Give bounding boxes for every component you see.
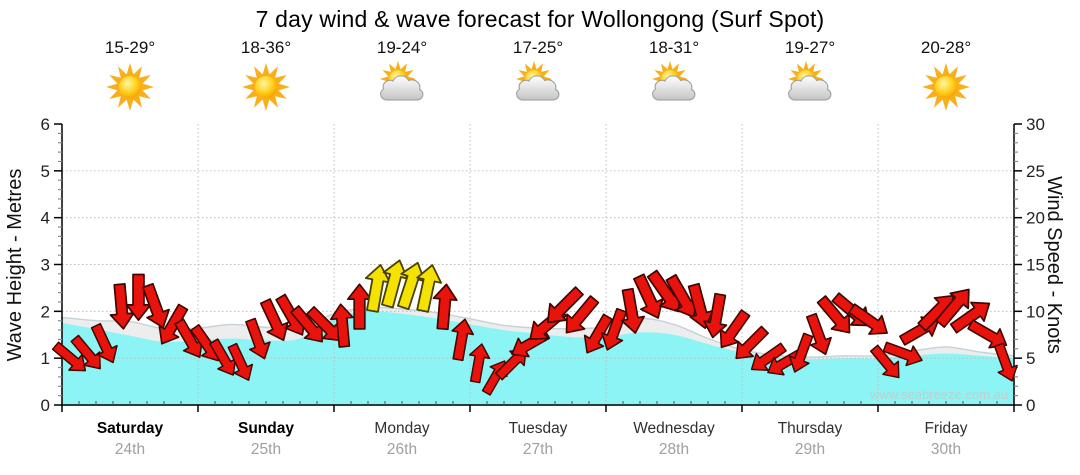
wind-arrow: [848, 303, 888, 335]
wind-arrow: [967, 319, 1008, 349]
sun-cloud-icon: [742, 60, 878, 117]
day-footer-wednesday: Wednesday 28th: [606, 420, 742, 459]
day-header-tuesday: 17-25°: [470, 38, 606, 117]
wind-arrow: [703, 292, 728, 339]
day-footer-tuesday: Tuesday 27th: [470, 420, 606, 459]
day-footer-sunday: Sunday 25th: [198, 420, 334, 459]
left-axis-tick-label: 4: [41, 209, 50, 228]
left-axis-tick-label: 2: [41, 302, 50, 321]
day-name: Wednesday: [633, 420, 715, 437]
wind-arrow: [227, 342, 254, 382]
wind-arrow: [468, 343, 491, 384]
wind-arrow: [735, 325, 769, 360]
day-temp-range: 20-28°: [920, 38, 972, 57]
day-header-sunday: 18-36°: [198, 38, 334, 117]
left-axis-tick-label: 5: [41, 162, 50, 181]
wind-arrow: [259, 298, 289, 342]
day-header-thursday: 19-27°: [742, 38, 878, 117]
day-name: Saturday: [96, 420, 164, 437]
day-date: 25th: [250, 441, 282, 458]
left-axis-tick-label: 0: [41, 396, 50, 415]
right-axis-tick-label: 30: [1026, 115, 1045, 134]
wind-arrow: [546, 286, 584, 324]
day-temp-range: 18-36°: [240, 38, 292, 57]
day-name: Monday: [374, 420, 430, 437]
sun-icon: [878, 60, 1014, 117]
sun-cloud-icon: [606, 60, 742, 117]
day-date: 24th: [114, 441, 146, 458]
wind-arrow: [245, 317, 271, 360]
sun-cloud-icon: [470, 60, 606, 117]
wind-arrow: [158, 303, 189, 345]
sun-icon: [62, 60, 198, 117]
day-date: 29th: [794, 441, 826, 458]
right-axis-tick-label: 5: [1026, 349, 1035, 368]
page-title: 7 day wind & wave forecast for Wollongon…: [255, 6, 825, 32]
left-axis-tick-label: 1: [41, 349, 50, 368]
wind-arrow: [329, 303, 354, 348]
day-date: 27th: [522, 441, 554, 458]
sun-icon: [198, 60, 334, 117]
day-footer-saturday: Saturday 24th: [62, 420, 198, 459]
wind-arrow: [583, 313, 613, 354]
axes: 0 1 2 3 4 5 6 0 5 10 15 20 25 30: [41, 115, 1045, 415]
left-axis-label: Wave Height - Metres: [4, 168, 26, 362]
day-footer-friday: Friday 30th: [878, 420, 1014, 459]
day-header-wednesday: 18-31°: [606, 38, 742, 117]
day-date: 28th: [658, 441, 690, 458]
wind-arrow: [142, 282, 170, 329]
right-axis-tick-label: 20: [1026, 209, 1045, 228]
wind-arrow: [90, 322, 118, 364]
wind-arrow: [935, 288, 970, 328]
day-date: 26th: [386, 441, 418, 458]
wind-arrow: [565, 295, 600, 334]
day-header-monday: 19-24°: [334, 38, 470, 117]
wind-arrow: [882, 341, 923, 367]
day-temp-range: 15-29°: [104, 38, 156, 57]
wind-arrow: [600, 307, 628, 351]
wind-arrow: [416, 264, 442, 313]
right-axis-tick-label: 25: [1026, 162, 1045, 181]
wind-arrow: [869, 344, 900, 379]
sun-cloud-icon: [334, 60, 470, 117]
watermark: www.seabreeze.com.au: [869, 387, 1008, 402]
right-axis-label: Wind Speed - Knots: [1043, 176, 1065, 354]
wind-arrow: [788, 332, 814, 373]
wind-arrow: [993, 342, 1018, 382]
gridlines: [62, 124, 1014, 405]
wind-arrow: [70, 334, 101, 370]
day-temp-range: 19-24°: [376, 38, 428, 57]
left-axis-tick-label: 6: [41, 115, 50, 134]
wind-arrows: [51, 259, 1018, 396]
day-name: Tuesday: [508, 420, 568, 437]
day-temp-range: 18-31°: [648, 38, 700, 57]
wind-arrow: [451, 318, 475, 362]
day-header-saturday: 15-29°: [62, 38, 198, 117]
day-footer-thursday: Thursday 29th: [742, 420, 878, 459]
day-name: Sunday: [238, 420, 294, 437]
left-axis-tick-label: 3: [41, 256, 50, 275]
day-name: Friday: [924, 420, 968, 437]
wind-arrow: [620, 287, 645, 334]
wind-arrow: [494, 348, 527, 381]
day-temp-range: 17-25°: [512, 38, 564, 57]
day-name: Thursday: [777, 420, 843, 437]
wind-arrow: [51, 341, 87, 372]
wind-arrow: [949, 301, 991, 334]
day-temp-range: 19-27°: [784, 38, 836, 57]
right-axis-tick-label: 0: [1026, 396, 1035, 415]
day-date: 30th: [930, 441, 962, 458]
day-header-friday: 20-28°: [878, 38, 1014, 117]
wind-arrow: [805, 312, 832, 356]
right-axis-tick-label: 15: [1026, 256, 1045, 275]
wind-arrow: [750, 342, 787, 371]
day-footer-monday: Monday 26th: [334, 420, 470, 459]
right-axis-tick-label: 10: [1026, 302, 1045, 321]
wind-arrow: [432, 283, 458, 331]
wind-arrow: [633, 273, 664, 319]
